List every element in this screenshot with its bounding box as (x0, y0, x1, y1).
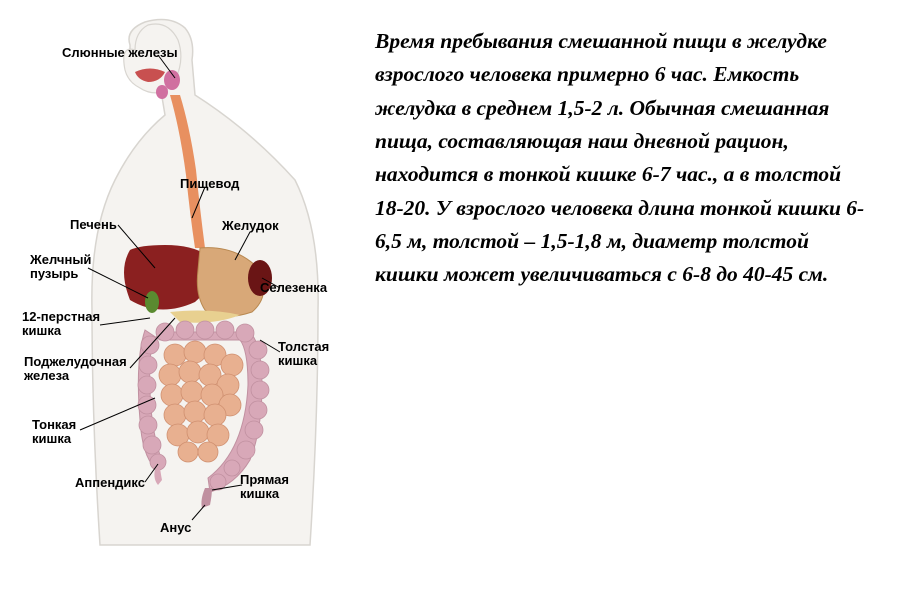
gallbladder-organ (145, 291, 159, 313)
anatomy-diagram: Слюнные железы Пищевод Печень Желудок Же… (0, 0, 370, 600)
label-spleen: Селезенка (260, 280, 327, 295)
label-large-intestine: Толстая кишка (278, 340, 338, 369)
salivary-gland-1 (164, 70, 180, 90)
label-duodenum: 12-перстная кишка (22, 310, 112, 339)
label-pancreas: Поджелудочная железа (24, 355, 144, 384)
text-panel: Время пребывания смешанной пищи в желудк… (370, 0, 900, 600)
label-liver: Печень (70, 217, 117, 232)
label-small-intestine: Тонкая кишка (32, 418, 87, 447)
body-text: Время пребывания смешанной пищи в желудк… (375, 25, 875, 292)
label-appendix: Аппендикс (75, 475, 145, 490)
label-anus: Анус (160, 520, 191, 535)
label-stomach: Желудок (222, 218, 279, 233)
label-salivary: Слюнные железы (62, 45, 178, 60)
label-gallbladder: Желчный пузырь (30, 253, 100, 282)
salivary-gland-2 (156, 85, 168, 99)
label-rectum: Прямая кишка (240, 473, 300, 502)
label-esophagus: Пищевод (180, 176, 239, 191)
anatomy-svg (0, 0, 370, 600)
